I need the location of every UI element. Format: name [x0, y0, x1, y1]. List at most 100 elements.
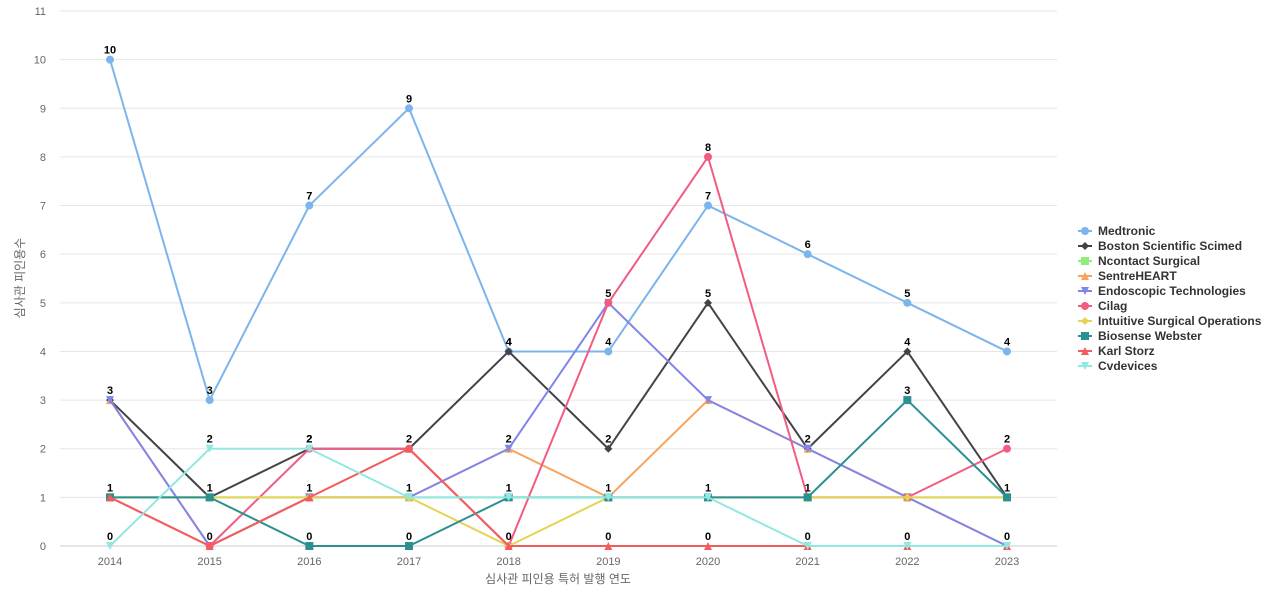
- data-point: [803, 542, 812, 550]
- legend-marker: [1081, 242, 1089, 250]
- data-label: 5: [705, 288, 711, 300]
- legend-marker: [1081, 257, 1089, 265]
- legend-label: Intuitive Surgical Operations: [1098, 314, 1262, 328]
- series-line-intuitive-surgical-operations: [110, 496, 1007, 547]
- data-point: [504, 347, 513, 356]
- series-intuitive-surgical-operations: [106, 493, 1011, 550]
- series-lines: [106, 55, 1011, 550]
- data-label: 1: [107, 482, 113, 494]
- y-tick-label: 3: [40, 395, 46, 407]
- data-label: 10: [104, 45, 116, 57]
- data-point: [604, 542, 613, 550]
- legend-label: SentreHEART: [1098, 269, 1177, 283]
- legend-item-sentreheart[interactable]: SentreHEART: [1078, 269, 1177, 283]
- y-tick-label: 8: [40, 152, 46, 164]
- x-tick-label: 2018: [496, 556, 520, 568]
- data-label: 0: [705, 531, 711, 543]
- data-point: [903, 298, 912, 307]
- data-label: 2: [1004, 434, 1010, 446]
- x-tick-label: 2017: [397, 556, 421, 568]
- x-tick-label: 2022: [895, 556, 919, 568]
- data-label: 1: [705, 482, 711, 494]
- x-tick-label: 2015: [197, 556, 221, 568]
- data-label: 0: [1004, 531, 1010, 543]
- legend-item-ncontact-surgical[interactable]: Ncontact Surgical: [1078, 254, 1200, 268]
- legend-label: Karl Storz: [1098, 344, 1155, 358]
- data-point: [205, 396, 214, 405]
- data-point: [305, 493, 314, 502]
- data-label: 1: [605, 482, 611, 494]
- data-label: 5: [904, 288, 910, 300]
- legend-item-boston-scientific-scimed[interactable]: Boston Scientific Scimed: [1078, 239, 1242, 253]
- x-tick-label: 2016: [297, 556, 321, 568]
- data-label: 2: [306, 434, 312, 446]
- data-label: 2: [506, 434, 512, 446]
- data-point: [405, 444, 413, 453]
- data-point: [405, 542, 413, 550]
- legend-item-endoscopic-technologies[interactable]: Endoscopic Technologies: [1078, 284, 1246, 298]
- data-label: 1: [1004, 482, 1010, 494]
- data-point: [205, 542, 214, 550]
- data-point: [903, 347, 912, 356]
- y-tick-label: 9: [40, 103, 46, 115]
- data-label: 6: [805, 239, 811, 251]
- data-label: 2: [207, 434, 213, 446]
- data-point: [604, 298, 613, 307]
- data-label: 4: [506, 336, 513, 348]
- data-point: [803, 493, 812, 502]
- data-label: 5: [605, 288, 611, 300]
- legend-item-intuitive-surgical-operations[interactable]: Intuitive Surgical Operations: [1078, 314, 1262, 328]
- data-point: [305, 542, 314, 550]
- legend-marker: [1081, 317, 1089, 325]
- legend-item-medtronic[interactable]: Medtronic: [1078, 224, 1156, 238]
- x-axis-title: 심사관 피인용 특허 발행 연도: [485, 571, 631, 586]
- data-label: 4: [1004, 336, 1011, 348]
- data-point: [704, 201, 712, 210]
- data-label: 0: [506, 531, 512, 543]
- legend-item-biosense-webster[interactable]: Biosense Webster: [1078, 329, 1202, 343]
- data-point: [903, 396, 912, 405]
- legend-label: Endoscopic Technologies: [1098, 284, 1246, 298]
- data-point: [106, 493, 114, 502]
- data-label: 3: [207, 385, 213, 397]
- data-point: [106, 396, 114, 405]
- y-tick-label: 4: [40, 346, 46, 358]
- legend-marker: [1081, 272, 1089, 280]
- y-tick-label: 0: [40, 541, 46, 553]
- data-point: [903, 493, 912, 502]
- legend-item-cilag[interactable]: Cilag: [1078, 299, 1127, 313]
- data-point: [1003, 542, 1011, 550]
- x-tick-label: 2021: [795, 556, 819, 568]
- data-point: [305, 444, 314, 453]
- data-label: 8: [705, 142, 711, 154]
- data-point: [903, 542, 912, 550]
- legend-item-cvdevices[interactable]: Cvdevices: [1078, 359, 1158, 373]
- legend-item-karl-storz[interactable]: Karl Storz: [1078, 344, 1155, 358]
- y-tick-label: 6: [40, 249, 46, 261]
- data-point: [803, 250, 812, 259]
- legend-marker: [1081, 362, 1089, 370]
- y-axis-title: 심사관 피인용수: [13, 238, 27, 319]
- data-label: 3: [107, 385, 113, 397]
- data-point: [504, 542, 513, 550]
- data-point: [106, 542, 114, 550]
- data-label: 2: [406, 434, 412, 446]
- data-label: 0: [207, 531, 213, 543]
- y-tick-label: 1: [40, 492, 46, 504]
- series-line-boston-scientific-scimed: [109, 301, 1008, 499]
- data-point: [305, 201, 314, 210]
- data-label: 1: [207, 482, 213, 494]
- series-medtronic: [106, 55, 1011, 405]
- data-point: [704, 152, 712, 161]
- x-axis: 2014 2015 2016 2017 2018 2019 2020 2021 2022 2023: [98, 556, 1019, 568]
- y-tick-label: 2: [40, 444, 46, 456]
- data-point: [604, 444, 613, 453]
- y-tick-label: 11: [35, 6, 46, 18]
- legend-label: Cvdevices: [1098, 359, 1158, 373]
- series-line-cvdevices: [109, 447, 1007, 547]
- data-point: [604, 493, 613, 502]
